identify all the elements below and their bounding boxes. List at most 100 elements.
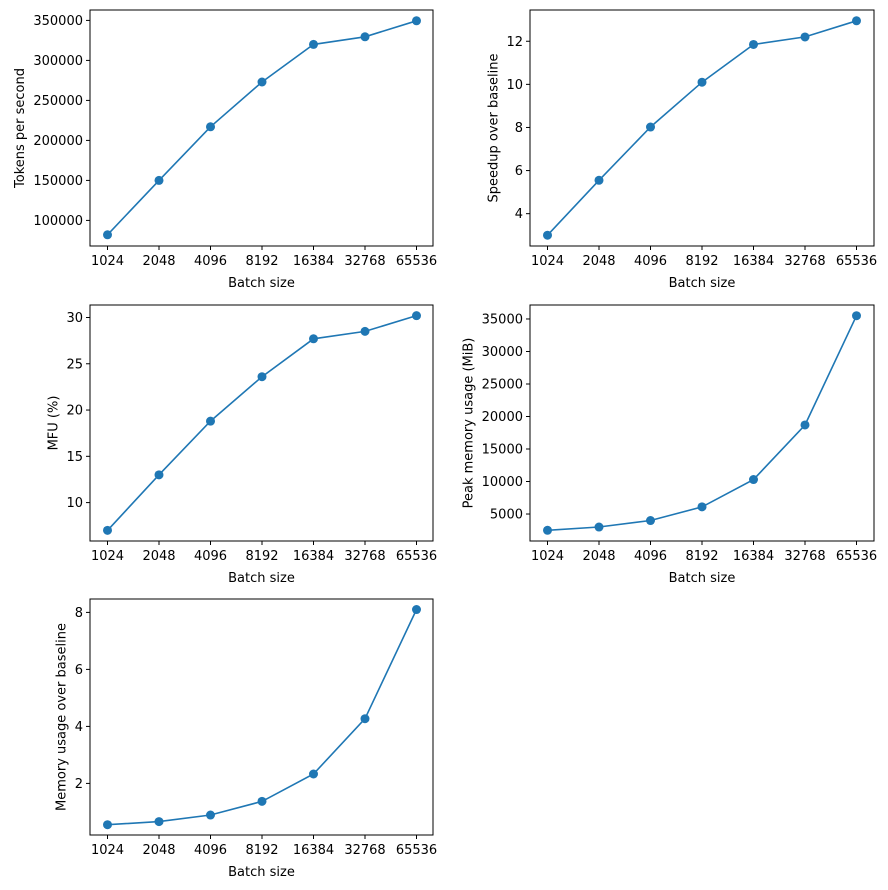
y-tick-label: 6 xyxy=(75,663,83,678)
x-tick-label: 4096 xyxy=(634,254,667,269)
chart-panel: 1024 2048 4096 8192 16384 32768 65536 100000 150… xyxy=(13,9,437,291)
data-point xyxy=(360,32,370,42)
y-axis-label: Memory usage over baseline xyxy=(55,623,70,811)
data-point xyxy=(646,516,655,526)
x-tick-label: 2048 xyxy=(142,843,175,858)
data-point xyxy=(103,820,112,830)
chart-panel: 1024 2048 4096 8192 16384 32768 65536 2 4 6 8 Batch… xyxy=(55,598,437,880)
x-tick-label: 16384 xyxy=(293,843,334,858)
data-point xyxy=(206,122,215,132)
y-tick-label: 12 xyxy=(506,35,523,50)
x-tick-label: 65536 xyxy=(836,254,877,269)
data-point xyxy=(749,475,758,485)
data-point xyxy=(206,810,215,820)
y-tick-label: 8 xyxy=(515,121,523,136)
series-line xyxy=(106,314,417,531)
x-tick-label: 32768 xyxy=(344,254,385,269)
x-tick-label: 2048 xyxy=(582,549,615,564)
y-tick-label: 20000 xyxy=(482,410,523,425)
y-tick-label: 10000 xyxy=(482,475,523,490)
y-tick-label: 5000 xyxy=(490,508,523,523)
data-point xyxy=(543,525,552,535)
data-point xyxy=(697,77,707,87)
x-tick-label: 2048 xyxy=(142,549,175,564)
x-tick-label: 32768 xyxy=(344,843,385,858)
plot-frame xyxy=(529,9,875,247)
y-axis-label: Speedup over baseline xyxy=(486,54,501,203)
data-point xyxy=(309,334,318,344)
data-point xyxy=(749,39,758,49)
y-axis-label: MFU (%) xyxy=(46,396,61,451)
y-tick-label: 350000 xyxy=(33,14,83,29)
y-tick-label: 25 xyxy=(66,357,83,372)
data-point xyxy=(154,817,164,827)
y-tick-label: 2 xyxy=(75,777,83,792)
x-axis-label: Batch size xyxy=(228,865,295,880)
data-point xyxy=(103,525,112,535)
data-point xyxy=(257,372,267,382)
y-tick-label: 20 xyxy=(66,404,83,419)
data-point xyxy=(852,16,861,26)
data-point xyxy=(360,714,370,724)
series-line xyxy=(106,20,417,236)
y-tick-label: 15 xyxy=(66,450,83,465)
data-point xyxy=(309,769,318,779)
x-tick-label: 1024 xyxy=(531,549,564,564)
x-tick-label: 32768 xyxy=(784,254,825,269)
x-tick-label: 32768 xyxy=(344,549,385,564)
x-tick-label: 4096 xyxy=(194,843,227,858)
data-point xyxy=(257,77,267,87)
y-tick-label: 35000 xyxy=(482,312,523,327)
y-tick-label: 10 xyxy=(66,496,83,511)
y-tick-label: 100000 xyxy=(33,214,83,229)
x-tick-label: 65536 xyxy=(396,254,437,269)
x-tick-label: 2048 xyxy=(142,254,175,269)
y-tick-label: 250000 xyxy=(33,94,83,109)
x-tick-label: 1024 xyxy=(531,254,564,269)
x-axis-label: Batch size xyxy=(228,276,295,291)
x-tick-label: 16384 xyxy=(293,549,334,564)
x-tick-label: 65536 xyxy=(836,549,877,564)
y-tick-label: 150000 xyxy=(33,174,83,189)
y-tick-label: 10 xyxy=(506,78,523,93)
y-tick-label: 6 xyxy=(515,164,523,179)
y-tick-label: 25000 xyxy=(482,377,523,392)
data-point xyxy=(800,32,810,42)
x-tick-label: 8192 xyxy=(245,254,278,269)
x-axis-label: Batch size xyxy=(228,571,295,586)
x-tick-label: 1024 xyxy=(91,254,124,269)
data-point xyxy=(412,605,421,615)
data-point xyxy=(412,16,421,26)
x-tick-label: 16384 xyxy=(733,254,774,269)
y-tick-label: 30 xyxy=(66,311,83,326)
data-point xyxy=(543,230,552,240)
chart-panel: 1024 2048 4096 8192 16384 32768 65536 5000 10000… xyxy=(462,304,877,586)
y-tick-label: 4 xyxy=(515,207,523,222)
y-tick-label: 4 xyxy=(75,720,83,735)
y-tick-label: 300000 xyxy=(33,54,83,69)
series-line xyxy=(107,609,418,826)
chart-panel: 1024 2048 4096 8192 16384 32768 65536 4 6 8 10 12 Ba… xyxy=(486,9,877,291)
x-tick-label: 4096 xyxy=(634,549,667,564)
data-point xyxy=(594,175,604,185)
plot-frame xyxy=(89,304,434,542)
y-tick-label: 15000 xyxy=(482,443,523,458)
series-line xyxy=(546,20,857,236)
y-tick-label: 8 xyxy=(75,606,83,621)
data-point xyxy=(646,122,655,132)
y-axis-label: Tokens per second xyxy=(13,68,28,189)
data-point xyxy=(309,39,318,49)
x-tick-label: 65536 xyxy=(396,843,437,858)
x-tick-label: 65536 xyxy=(396,549,437,564)
y-tick-label: 30000 xyxy=(482,345,523,360)
data-point xyxy=(154,175,164,185)
data-point xyxy=(697,502,707,512)
plot-frame xyxy=(89,9,434,247)
data-point xyxy=(412,311,421,321)
data-point xyxy=(800,420,810,430)
x-tick-label: 16384 xyxy=(293,254,334,269)
data-point xyxy=(594,522,604,532)
data-point xyxy=(852,311,861,321)
chart-panel: 1024 2048 4096 8192 16384 32768 65536 10 15 20 25 3… xyxy=(46,304,437,586)
x-tick-label: 16384 xyxy=(733,549,774,564)
